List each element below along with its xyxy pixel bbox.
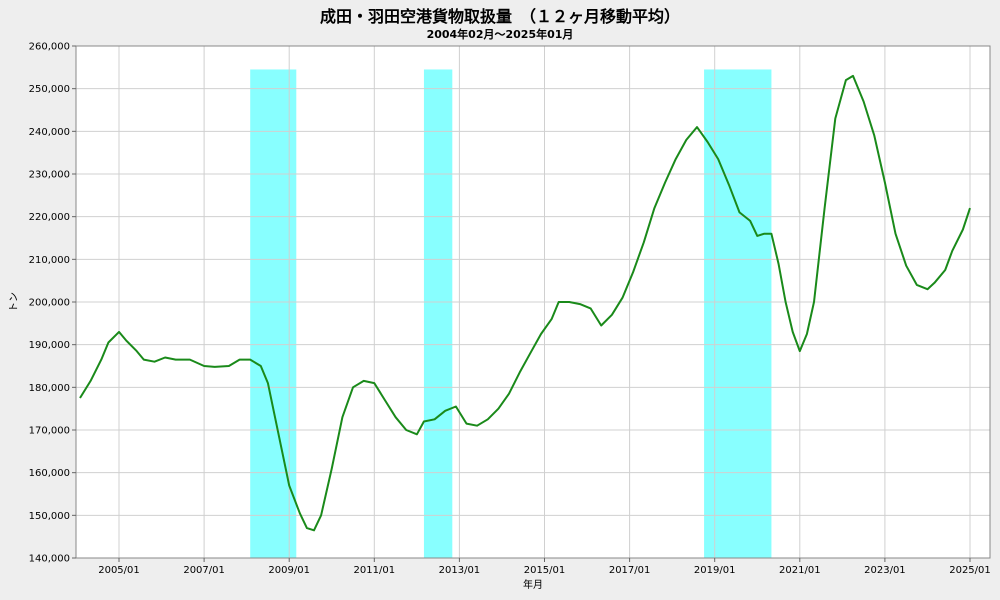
- y-tick-label: 180,000: [29, 383, 70, 394]
- series-layer: [79, 74, 971, 532]
- y-tick-label: 190,000: [29, 340, 70, 351]
- y-tick-label: 220,000: [29, 212, 70, 223]
- y-tick-label: 250,000: [29, 84, 70, 95]
- y-tick-label: 150,000: [29, 511, 70, 522]
- y-tick-label: 260,000: [29, 42, 70, 53]
- axis-ticks: 140,000 150,000 160,000 170,000 180,000 190,0…: [29, 42, 991, 577]
- x-tick-label: 2005/01: [98, 565, 140, 576]
- series-line: [79, 74, 971, 532]
- x-tick-label: 2015/01: [524, 565, 566, 576]
- shaded-period: [423, 69, 453, 558]
- y-tick-label: 160,000: [29, 468, 70, 479]
- y-tick-label: 230,000: [29, 170, 70, 181]
- y-tick-label: 170,000: [29, 426, 70, 437]
- x-tick-label: 2019/01: [694, 565, 736, 576]
- shaded-periods: [250, 69, 772, 558]
- gridlines: [76, 45, 990, 559]
- y-axis-label: トン: [9, 292, 20, 312]
- y-tick-label: 210,000: [29, 255, 70, 266]
- chart-title: 成田・羽田空港貨物取扱量 （１２ヶ月移動平均）: [319, 7, 680, 26]
- x-axis-label: 年月: [523, 578, 543, 591]
- chart-subtitle: 2004年02月～2025年01月: [426, 28, 574, 41]
- x-tick-label: 2021/01: [779, 565, 821, 576]
- x-tick-label: 2025/01: [949, 565, 991, 576]
- x-tick-label: 2011/01: [354, 565, 396, 576]
- y-tick-label: 200,000: [29, 298, 70, 309]
- x-tick-label: 2017/01: [609, 565, 651, 576]
- x-tick-label: 2013/01: [439, 565, 481, 576]
- x-tick-label: 2007/01: [183, 565, 225, 576]
- y-tick-label: 240,000: [29, 127, 70, 138]
- shaded-period: [704, 69, 772, 558]
- shaded-period: [250, 69, 297, 558]
- y-tick-label: 140,000: [29, 554, 70, 565]
- x-tick-label: 2023/01: [864, 565, 906, 576]
- x-tick-label: 2009/01: [268, 565, 310, 576]
